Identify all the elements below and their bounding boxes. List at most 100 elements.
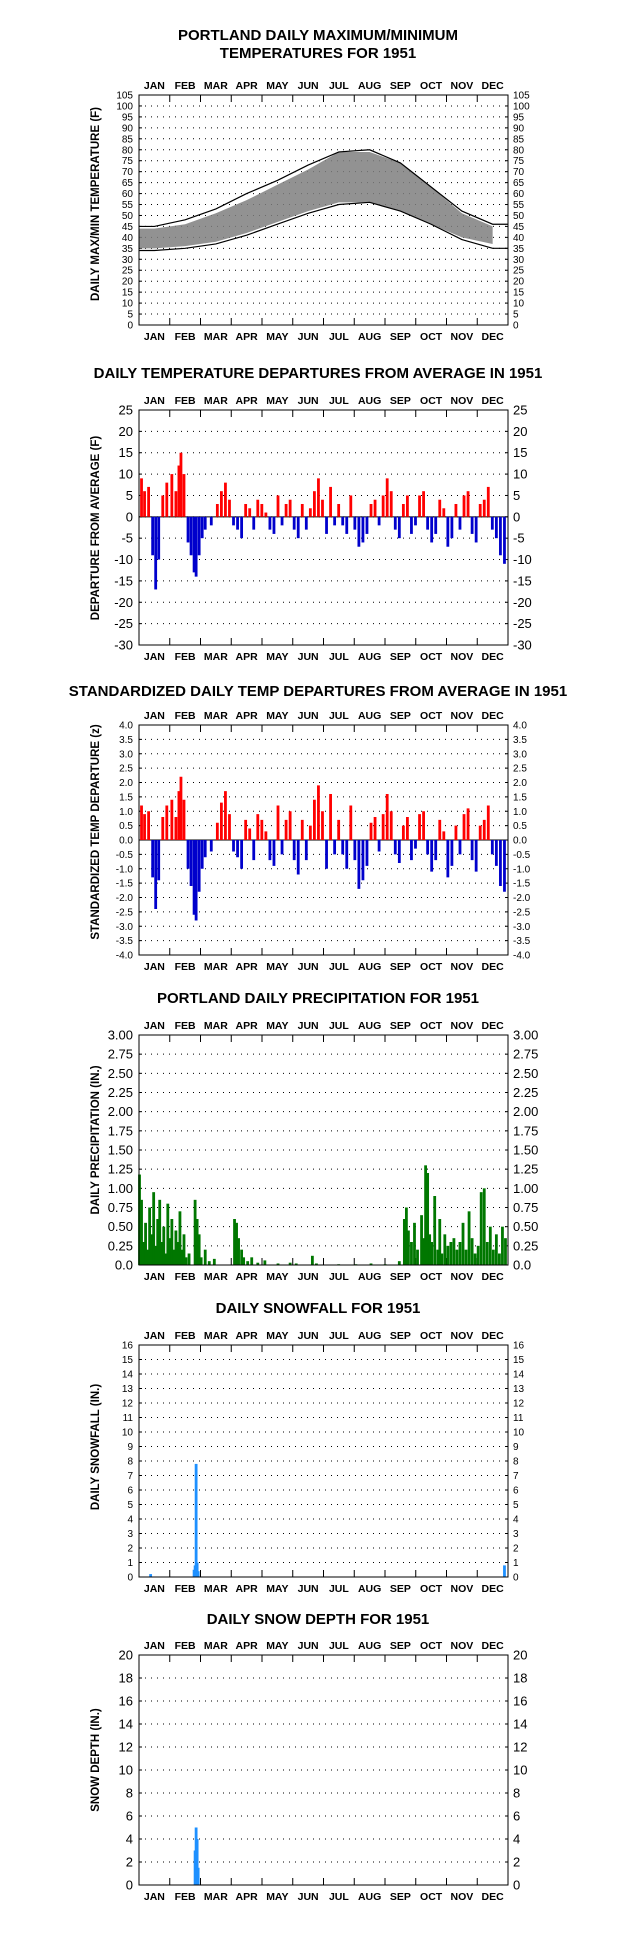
standardized-ytick-left: 0.5	[119, 821, 133, 832]
snowfall-month-label-top: SEP	[390, 1330, 411, 1342]
precip-month-label-top: AUG	[358, 1020, 381, 1032]
maxmin-ytick-right: 85	[513, 134, 525, 145]
precip-bar	[501, 1226, 504, 1265]
standardized-month-label-top: NOV	[450, 710, 473, 722]
maxmin-month-label-bottom: MAR	[204, 331, 228, 343]
departure-bar	[357, 516, 361, 547]
maxmin-ytick-right: 35	[513, 244, 525, 255]
departure-bar	[418, 495, 421, 517]
precip-bar	[199, 1257, 203, 1265]
precip-ytick-left: 0.25	[108, 1238, 133, 1253]
departure-bar	[410, 516, 413, 534]
maxmin-y-axis-label: DAILY MAX/MIN TEMPERATURE (F)	[90, 107, 102, 301]
maxmin-ytick-right: 80	[513, 145, 525, 156]
departure-month-label-top: SEP	[390, 395, 411, 407]
departure-bar	[422, 491, 425, 517]
precip-panel: PORTLAND DAILY PRECIPITATION FOR 1951 DA…	[90, 990, 538, 1283]
standardized-ytick-right: -3.0	[513, 922, 531, 933]
departure-panel: DAILY TEMPERATURE DEPARTURES FROM AVERAG…	[90, 365, 542, 663]
snowfall-month-label-bottom: APR	[236, 1583, 259, 1595]
standardized-bar	[252, 840, 256, 861]
precip-month-label-bottom: AUG	[358, 1271, 381, 1283]
precip-bar	[426, 1173, 430, 1265]
departure-bar	[499, 516, 502, 556]
maxmin-month-label-top: SEP	[390, 80, 411, 92]
precip-plot-layer: JAN JAN FEB FEB MAR MAR APR APR MAY MAY JUN JUN JUL J…	[108, 1020, 539, 1283]
snowdepth-ytick-right: 14	[513, 1717, 527, 1732]
snowdepth-month-label-top: JUN	[298, 1640, 319, 1652]
departure-bar	[224, 482, 227, 517]
precip-month-label-bottom: APR	[236, 1271, 259, 1283]
precip-bar	[152, 1192, 156, 1265]
standardized-ytick-left: -2.5	[116, 907, 134, 918]
maxmin-month-label-bottom: JUN	[298, 331, 319, 343]
departure-bar	[345, 516, 349, 534]
snowfall-month-label-bottom: OCT	[420, 1583, 443, 1595]
departure-ytick-left: -20	[114, 595, 133, 610]
departure-ytick-left: -15	[114, 573, 133, 588]
snowdepth-month-label-top: JUL	[329, 1640, 349, 1652]
snowfall-ytick-right: 4	[513, 1515, 519, 1526]
standardized-bar	[462, 814, 466, 840]
standardized-bar	[304, 840, 308, 861]
snowdepth-ytick-left: 6	[126, 1809, 133, 1824]
standardized-bar	[272, 840, 276, 866]
precip-month-label-bottom: JUL	[329, 1271, 349, 1283]
departure-month-label-bottom: DEC	[482, 651, 505, 663]
maxmin-ytick-left: 10	[122, 299, 134, 310]
precip-ytick-right: 3.00	[513, 1028, 538, 1043]
departure-bar	[276, 495, 280, 517]
standardized-bar	[373, 817, 377, 840]
departure-ytick-right: 25	[513, 403, 527, 418]
snowdepth-ytick-right: 6	[513, 1809, 520, 1824]
snowdepth-ytick-left: 18	[119, 1671, 133, 1686]
snowdepth-month-label-bottom: OCT	[420, 1891, 443, 1903]
snowfall-ytick-right: 12	[513, 1399, 525, 1410]
precip-bar	[294, 1263, 298, 1265]
standardized-ytick-right: 4.0	[513, 721, 527, 732]
standardized-bar	[393, 840, 397, 855]
departure-bar	[209, 516, 213, 526]
departure-ytick-left: 5	[126, 488, 133, 503]
precip-bar	[212, 1258, 216, 1265]
standardized-bar	[200, 840, 204, 869]
departure-bar	[458, 516, 462, 530]
maxmin-ytick-right: 25	[513, 266, 525, 277]
precip-bar	[470, 1238, 474, 1265]
departure-ytick-left: 10	[119, 467, 133, 482]
standardized-ytick-left: -4.0	[116, 951, 134, 962]
snowdepth-panel: DAILY SNOW DEPTH FOR 1951 SNOW DEPTH (IN…	[90, 1611, 527, 1903]
standardized-bar	[490, 840, 494, 855]
maxmin-ytick-left: 60	[122, 189, 134, 200]
precip-bar	[197, 1234, 201, 1265]
standardized-bar	[203, 840, 207, 858]
standardized-bar	[466, 808, 470, 840]
standardized-bar	[244, 819, 248, 840]
snowfall-month-label-bottom: MAY	[266, 1583, 288, 1595]
departure-ytick-left: -10	[114, 552, 133, 567]
precip-bar	[150, 1234, 154, 1265]
standardized-bar	[219, 802, 223, 840]
standardized-ytick-right: 3.0	[513, 749, 527, 760]
departure-bar	[272, 516, 276, 534]
maxmin-ytick-right: 60	[513, 189, 525, 200]
departure-bar	[369, 504, 373, 517]
maxmin-month-label-top: JUL	[329, 80, 349, 92]
maxmin-ytick-right: 5	[513, 310, 519, 321]
maxmin-month-label-bottom: OCT	[420, 331, 443, 343]
maxmin-month-label-top: FEB	[175, 80, 196, 92]
precip-bar	[233, 1219, 236, 1265]
departure-bar	[365, 516, 369, 534]
snowfall-month-label-top: JUN	[298, 1330, 319, 1342]
standardized-bar	[434, 840, 438, 861]
maxmin-ytick-right: 10	[513, 299, 525, 310]
precip-month-label-top: JUN	[298, 1020, 319, 1032]
precip-bar	[288, 1262, 292, 1265]
departure-bar	[252, 516, 256, 530]
precip-month-label-top: DEC	[482, 1020, 505, 1032]
standardized-month-label-top: JAN	[144, 710, 165, 722]
standardized-bar	[151, 840, 155, 878]
departure-bar	[151, 516, 155, 556]
maxmin-month-label-top: APR	[236, 80, 259, 92]
precip-month-label-top: APR	[236, 1020, 259, 1032]
